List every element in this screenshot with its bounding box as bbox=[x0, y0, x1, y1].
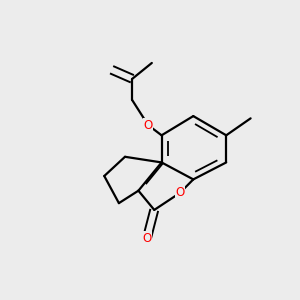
Text: O: O bbox=[143, 118, 153, 132]
Text: O: O bbox=[142, 232, 152, 245]
Text: O: O bbox=[175, 187, 184, 200]
